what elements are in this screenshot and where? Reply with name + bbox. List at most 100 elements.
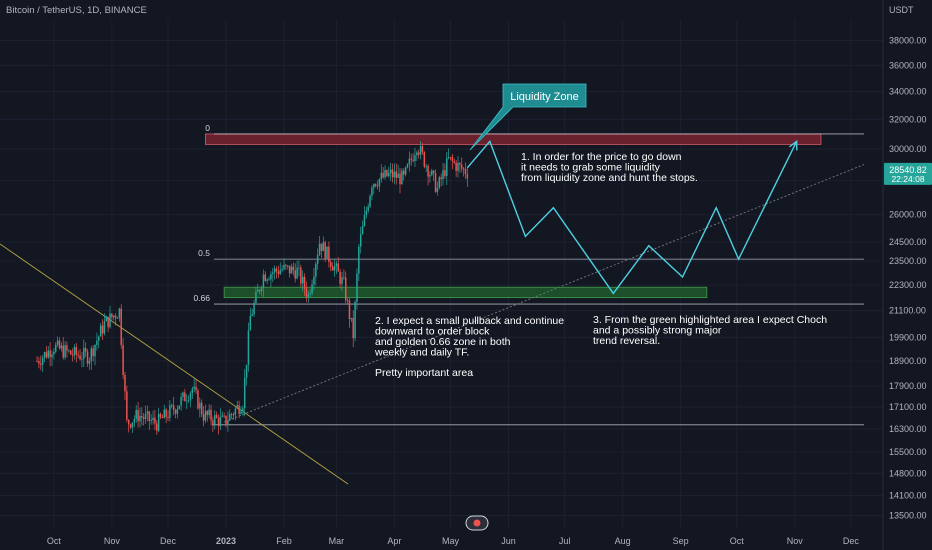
- candle-body: [225, 415, 227, 425]
- candle-body: [326, 246, 328, 260]
- downtrend-line: [0, 243, 349, 485]
- candle-body: [446, 157, 448, 177]
- candle-body: [53, 351, 55, 355]
- candle-body: [406, 164, 409, 168]
- candle-body: [62, 345, 64, 358]
- candle-body: [352, 317, 354, 339]
- candle-body: [402, 170, 405, 175]
- projection-path: [466, 140, 798, 295]
- candle-body: [322, 242, 325, 252]
- annotation-line: from liquidity zone and hunt the stops.: [521, 172, 698, 184]
- candle-body: [315, 263, 317, 277]
- candle-body: [444, 170, 446, 177]
- tradingview-logo-icon: [465, 515, 489, 531]
- candle-body: [419, 146, 422, 155]
- candle-body: [81, 358, 83, 360]
- candle-body: [296, 267, 298, 279]
- y-tick-label: 23500.00: [889, 256, 927, 266]
- candle-body: [223, 415, 225, 417]
- grid: [0, 20, 883, 528]
- candle-body: [466, 174, 469, 179]
- candle-body: [270, 273, 272, 280]
- candle-body: [101, 325, 104, 334]
- candle-body: [182, 392, 184, 398]
- candle-body: [193, 386, 195, 389]
- candle-body: [129, 424, 132, 428]
- candle-body: [410, 158, 412, 160]
- annotation-line: 2. I expect a small pullback and continu…: [375, 315, 564, 327]
- candle-body: [118, 308, 121, 319]
- candle-body: [249, 315, 252, 331]
- candle-body: [172, 405, 175, 410]
- candle-body: [425, 166, 427, 167]
- y-tick-label: 19900.00: [889, 332, 927, 342]
- candle-body: [38, 361, 40, 364]
- candle-body: [300, 267, 302, 284]
- candle-body: [255, 291, 257, 303]
- candle-body: [219, 416, 222, 426]
- candle-body: [464, 168, 467, 175]
- y-tick-label: 15500.00: [889, 447, 927, 457]
- candle-body: [378, 178, 381, 187]
- candle-body: [354, 301, 356, 339]
- y-tick-label: 32000.00: [889, 114, 927, 124]
- y-tick-label: 38000.00: [889, 35, 927, 45]
- candle-body: [330, 262, 332, 267]
- logo-dot: [473, 519, 481, 527]
- candle-body: [163, 409, 166, 419]
- annotation-note2b: Pretty important area: [375, 367, 473, 379]
- candle-body: [288, 265, 291, 274]
- annotation-line: and golden 0.66 zone in both: [375, 336, 511, 348]
- candle-body: [230, 414, 233, 415]
- candle-body: [49, 350, 51, 358]
- candle-body: [212, 420, 214, 425]
- candle-body: [127, 419, 130, 425]
- candle-body: [279, 270, 282, 275]
- annotation-line: Pretty important area: [375, 367, 473, 379]
- y-tick-label: 36000.00: [889, 60, 927, 70]
- candle-body: [126, 391, 128, 420]
- candle-body: [161, 417, 164, 419]
- zone-order-block: [223, 286, 708, 299]
- candle-body: [311, 284, 313, 294]
- candle-body: [290, 266, 293, 274]
- candle-body: [189, 393, 192, 401]
- x-tick-label: Apr: [387, 536, 401, 546]
- annotation-note3: 3. From the green highlighted area I exp…: [593, 314, 827, 347]
- candle-body: [365, 210, 368, 216]
- candle-body: [337, 263, 340, 272]
- x-tick-label: Jul: [559, 536, 571, 546]
- candle-body: [170, 405, 173, 406]
- candle-body: [455, 162, 457, 171]
- annotation-line: trend reversal.: [593, 335, 660, 347]
- candle-body: [152, 417, 154, 421]
- candle-body: [335, 263, 338, 266]
- candle-body: [421, 146, 424, 153]
- candle-body: [84, 348, 87, 352]
- x-tick-label: Mar: [329, 536, 345, 546]
- candle-body: [318, 243, 321, 256]
- candle-body: [307, 294, 310, 297]
- candle-body: [137, 410, 139, 422]
- candle-body: [253, 302, 255, 315]
- candle-body: [240, 411, 242, 414]
- candle-body: [227, 420, 229, 425]
- candle-body: [187, 400, 190, 402]
- candle-body: [459, 163, 461, 165]
- candle-body: [412, 159, 414, 161]
- candle-body: [150, 420, 152, 422]
- candle-body: [122, 345, 124, 375]
- currency-label: USDT: [889, 5, 914, 15]
- candle-body: [107, 316, 109, 328]
- candle-body: [242, 408, 244, 412]
- candle-body: [92, 348, 94, 357]
- candle-body: [264, 274, 267, 282]
- candle-body: [414, 155, 416, 161]
- candle-body: [423, 152, 426, 167]
- candle-body: [457, 163, 459, 171]
- candles: [36, 141, 469, 435]
- candle-body: [386, 170, 388, 177]
